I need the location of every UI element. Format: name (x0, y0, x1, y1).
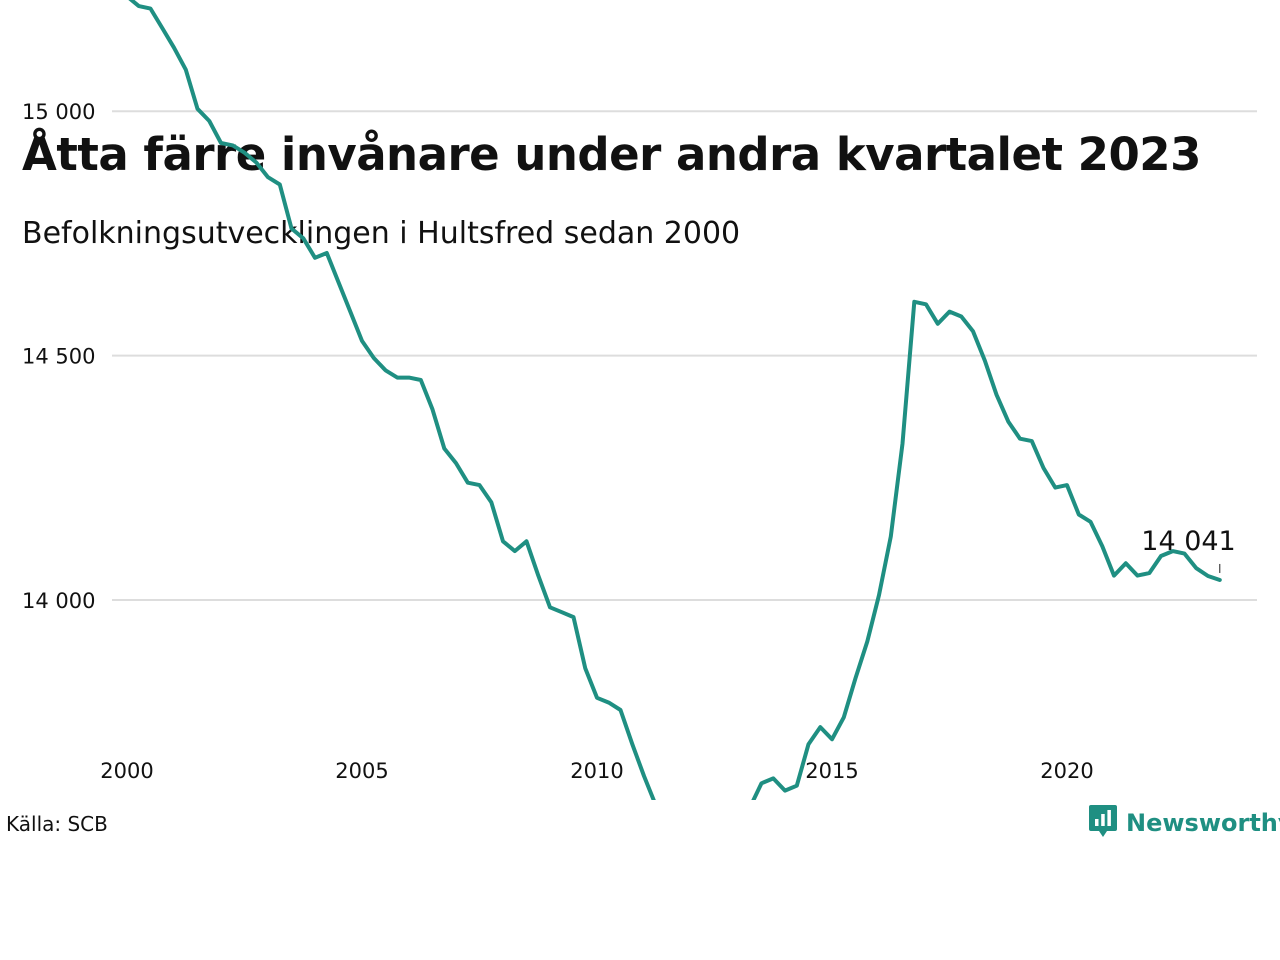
y-tick-label: 14 500 (22, 345, 95, 369)
newsworthy-logo-icon (1088, 804, 1118, 842)
x-tick-label: 2010 (570, 759, 623, 783)
brand-name: Newsworthy (1126, 809, 1280, 837)
population-line (128, 0, 1222, 800)
end-value-label: 14 041 (1141, 526, 1235, 557)
source-note: Källa: SCB (6, 812, 108, 836)
y-tick-label: 15 000 (22, 100, 95, 124)
y-tick-label: 14 000 (22, 589, 95, 613)
x-tick-label: 2000 (100, 759, 153, 783)
x-tick-label: 2015 (805, 759, 858, 783)
x-tick-label: 2020 (1040, 759, 1093, 783)
chart-subtitle: Befolkningsutvecklingen i Hultsfred seda… (22, 216, 741, 251)
grid-lines (112, 110, 1257, 601)
brand-logo: Newsworthy (1088, 804, 1280, 842)
x-axis: 2000 2005 2010 2015 2020 (100, 759, 1093, 783)
x-tick-label: 2005 (335, 759, 388, 783)
